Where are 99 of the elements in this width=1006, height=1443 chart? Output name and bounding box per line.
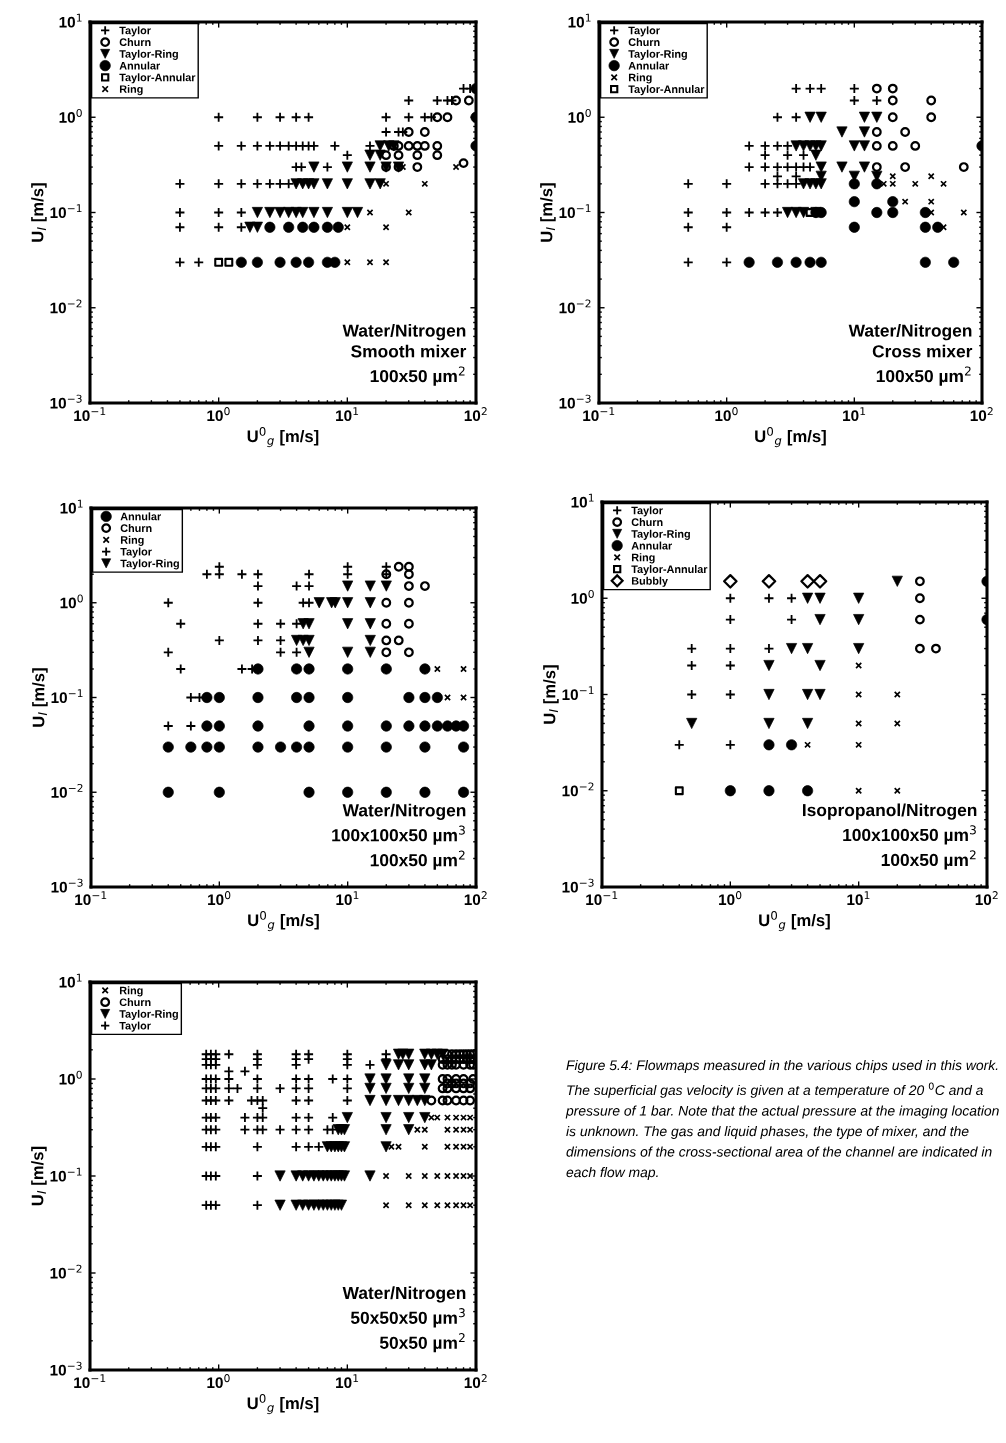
x-tick-label: 10$^{0}$ bbox=[715, 407, 738, 422]
legend-label: Churn bbox=[119, 998, 151, 1007]
y-tick-label: 10$^{−3}$ bbox=[51, 878, 83, 893]
x-tick-label: 10$^{−1}$ bbox=[75, 891, 107, 906]
annotation: Water/Nitrogen bbox=[342, 803, 466, 820]
y-tick-label: 10$^{0}$ bbox=[568, 108, 591, 123]
annotation: Isopropanol/Nitrogen bbox=[803, 803, 977, 820]
legend-label: Taylor-Ring bbox=[119, 49, 178, 60]
x-tick-label: 10$^{−1}$ bbox=[74, 407, 106, 422]
y-tick-label: 10$^{−3}$ bbox=[562, 878, 594, 893]
annotation: 100x50 µm$^{2}$ bbox=[370, 850, 465, 870]
legend-label: Annular bbox=[119, 61, 161, 70]
annotation: 100x100x50 µm$^{3}$ bbox=[843, 825, 976, 845]
legend-label: Bubbly bbox=[631, 576, 668, 587]
y-tick-label: 10$^{0}$ bbox=[59, 1070, 82, 1085]
x-axis-title: U$^{0}$$_{g}$ [m/s] bbox=[248, 910, 319, 932]
y-tick-label: 10$^{1}$ bbox=[59, 13, 82, 28]
x-tick-label: 10$^{1}$ bbox=[843, 407, 866, 422]
y-tick-label: 10$^{−1}$ bbox=[50, 204, 82, 219]
legend-label: Ring bbox=[631, 553, 655, 564]
x-tick-label: 10$^{1}$ bbox=[847, 891, 870, 906]
caption: Figure 5.4: Flowmaps measured in the various chips used in this work. The superficial gas velocity is given at a temperature of 20 $^{0}$C and a pressure of 1 bar. Note that the actual pressure at the imaging location is unknown. The gas and liquid phases, the type of mixer, and the dimensions of the cross-sectional area of the channel are indicated in each flow map. bbox=[565, 1060, 999, 1180]
x-tick-label: 10$^{2}$ bbox=[970, 407, 993, 422]
y-tick-label: 10$^{0}$ bbox=[59, 108, 82, 123]
y-tick-label: 10$^{−2}$ bbox=[559, 299, 591, 314]
y-tick-label: 10$^{1}$ bbox=[568, 13, 591, 28]
y-tick-label: 10$^{0}$ bbox=[60, 594, 83, 609]
y-tick-label: 10$^{1}$ bbox=[571, 493, 594, 508]
legend-label: Taylor bbox=[119, 1021, 151, 1032]
x-tick-label: 10$^{2}$ bbox=[464, 891, 487, 906]
legend-label: Ring bbox=[120, 535, 144, 546]
legend-label: Taylor-Ring bbox=[119, 1009, 178, 1020]
legend-label: Taylor-Annular bbox=[631, 565, 708, 576]
legend-label: Taylor-Ring bbox=[631, 529, 690, 540]
y-axis-title: U$_{l}$ [m/s] bbox=[31, 183, 47, 242]
y-tick-label: 10$^{1}$ bbox=[60, 499, 83, 514]
y-tick-label: 10$^{−1}$ bbox=[559, 204, 591, 219]
annotation: Water/Nitrogen bbox=[342, 324, 466, 341]
x-tick-label: 10$^{1}$ bbox=[336, 891, 359, 906]
x-tick-label: 10$^{0}$ bbox=[207, 407, 230, 422]
annotation: 100x100x50 µm$^{3}$ bbox=[332, 825, 465, 845]
x-tick-label: 10$^{0}$ bbox=[719, 891, 742, 906]
legend-label: Ring bbox=[119, 986, 143, 997]
y-tick-label: 10$^{−3}$ bbox=[50, 394, 82, 409]
x-axis-title: U$^{0}$$_{g}$ [m/s] bbox=[247, 426, 319, 448]
legend-label: Taylor-Ring bbox=[628, 49, 687, 60]
x-tick-label: 10$^{0}$ bbox=[207, 1374, 230, 1389]
y-tick-label: 10$^{−2}$ bbox=[562, 782, 594, 797]
legend-label: Ring bbox=[628, 73, 652, 84]
y-tick-label: 10$^{−2}$ bbox=[50, 299, 82, 314]
annotation: 50x50x50 µm$^{3}$ bbox=[350, 1308, 465, 1328]
legend-label: Annular bbox=[120, 512, 162, 521]
legend-label: Taylor bbox=[628, 26, 660, 37]
annotation: Water/Nitrogen bbox=[342, 1286, 466, 1303]
y-tick-label: 10$^{−1}$ bbox=[562, 686, 594, 701]
annotation: 50x50 µm$^{2}$ bbox=[379, 1333, 465, 1353]
x-tick-label: 10$^{2}$ bbox=[464, 407, 487, 422]
legend-label: Taylor bbox=[631, 506, 663, 517]
y-tick-label: 10$^{−1}$ bbox=[50, 1167, 82, 1182]
annotation: Smooth mixer bbox=[351, 344, 467, 358]
x-tick-label: 10$^{1}$ bbox=[336, 407, 359, 422]
x-tick-label: 10$^{−1}$ bbox=[74, 1374, 106, 1389]
y-axis-title: U$_{l}$ [m/s] bbox=[32, 668, 48, 727]
legend-label: Churn bbox=[120, 524, 152, 533]
legend-label: Taylor-Ring bbox=[120, 559, 179, 570]
x-tick-label: 10$^{1}$ bbox=[336, 1374, 359, 1389]
x-tick-label: 10$^{0}$ bbox=[208, 891, 231, 906]
legend-label: Churn bbox=[631, 518, 663, 527]
annotation: 100x50 µm$^{2}$ bbox=[881, 850, 976, 870]
x-tick-label: 10$^{−1}$ bbox=[583, 407, 615, 422]
y-tick-label: 10$^{−2}$ bbox=[50, 1264, 82, 1279]
legend-label: Annular bbox=[628, 61, 670, 70]
legend-label: Taylor bbox=[119, 26, 151, 37]
annotation: 100x50 µm$^{2}$ bbox=[370, 366, 465, 386]
y-tick-label: 10$^{−3}$ bbox=[559, 394, 591, 409]
legend-label: Taylor-Annular bbox=[119, 73, 196, 84]
legend-label: Churn bbox=[628, 38, 660, 47]
x-axis-title: U$^{0}$$_{g}$ [m/s] bbox=[247, 1393, 319, 1415]
x-tick-label: 10$^{2}$ bbox=[975, 891, 998, 906]
y-tick-label: 10$^{−1}$ bbox=[51, 689, 83, 704]
annotation: 100x50 µm$^{2}$ bbox=[876, 366, 971, 386]
legend-label: Ring bbox=[119, 85, 143, 96]
x-axis-title: U$^{0}$$_{g}$ [m/s] bbox=[755, 426, 826, 448]
y-axis-title: U$_{l}$ [m/s] bbox=[540, 183, 556, 242]
y-axis-title: U$_{l}$ [m/s] bbox=[31, 1146, 47, 1206]
x-axis-title: U$^{0}$$_{g}$ [m/s] bbox=[759, 910, 830, 932]
y-tick-label: 10$^{1}$ bbox=[59, 973, 82, 988]
y-tick-label: 10$^{−3}$ bbox=[50, 1361, 82, 1376]
legend-label: Annular bbox=[631, 541, 673, 550]
y-tick-label: 10$^{−2}$ bbox=[51, 783, 83, 798]
x-tick-label: 10$^{−1}$ bbox=[586, 891, 618, 906]
y-axis-title: U$_{l}$ [m/s] bbox=[543, 665, 559, 724]
y-tick-label: 10$^{0}$ bbox=[571, 589, 594, 604]
annotation: Water/Nitrogen bbox=[848, 324, 972, 341]
legend-label: Churn bbox=[119, 38, 151, 47]
legend-label: Taylor bbox=[120, 547, 152, 558]
annotation: Cross mixer bbox=[872, 344, 973, 358]
x-tick-label: 10$^{2}$ bbox=[464, 1374, 487, 1389]
legend-label: Taylor-Annular bbox=[628, 85, 705, 96]
